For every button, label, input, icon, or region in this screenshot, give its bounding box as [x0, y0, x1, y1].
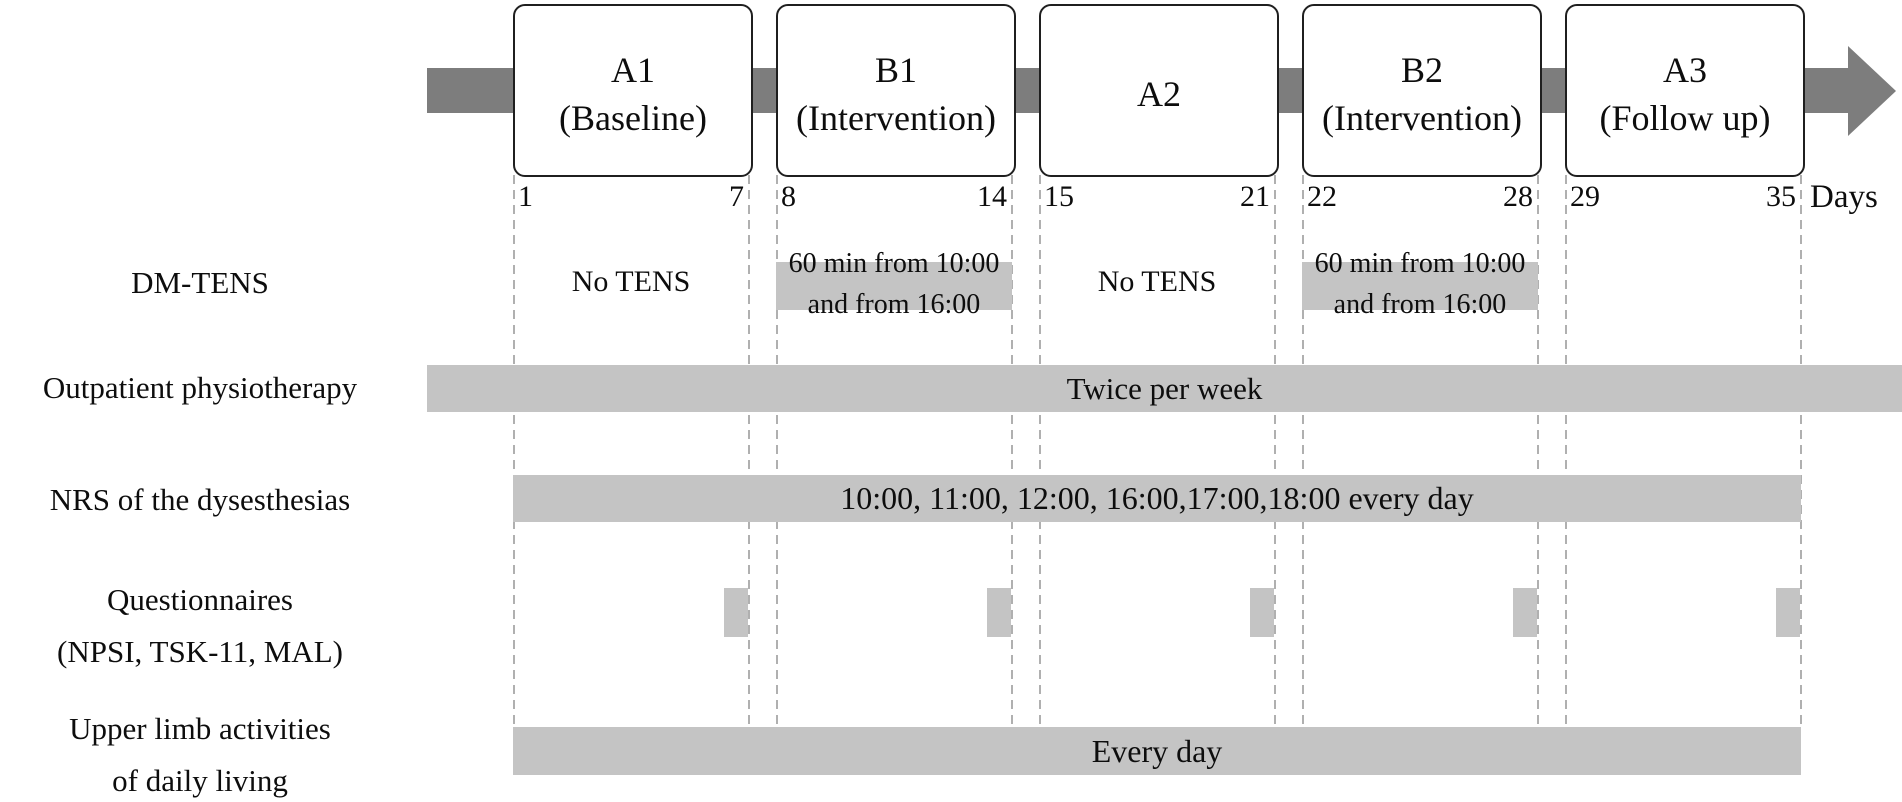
day-start-a3: 29: [1570, 180, 1600, 213]
dm-tens-cell-a1: No TENS: [571, 265, 691, 298]
day-boundary-line: [1537, 175, 1539, 727]
day-boundary-line: [1011, 175, 1013, 727]
dm-tens-band-b1: [776, 262, 1012, 310]
phase-box-b1-text: B1 (Intervention): [796, 46, 996, 142]
row-label-nrs: NRS of the dysesthesias: [49, 482, 351, 517]
dm-tens-band-b2-text: 60 min from 10:00 and from 16:00: [1290, 243, 1550, 325]
phase-box-a2-text: A2: [1137, 70, 1181, 118]
day-boundary-line: [776, 175, 778, 727]
day-start-b2: 22: [1307, 180, 1337, 213]
tens-text-line2: and from 16:00: [807, 289, 981, 320]
phase-label: A1: [611, 49, 655, 90]
upper-limb-label-line2: of daily living: [112, 763, 288, 798]
phase-sublabel: (Intervention): [1322, 97, 1522, 138]
dm-tens-cell-a2: No TENS: [1097, 265, 1217, 298]
phase-sublabel: (Follow up): [1599, 97, 1771, 138]
day-boundary-line: [748, 175, 750, 727]
row-label-dm-tens: DM-TENS: [131, 265, 269, 300]
phase-box-b2: B2 (Intervention): [1302, 4, 1542, 177]
row-label-physiotherapy: Outpatient physiotherapy: [42, 370, 358, 405]
day-boundary-line: [1800, 175, 1802, 727]
tens-text-line1: 60 min from 10:00: [1314, 248, 1526, 279]
phase-box-b1: B1 (Intervention): [776, 4, 1016, 177]
day-end-a1: 7: [729, 180, 744, 213]
day-boundary-line: [513, 175, 515, 727]
row-label-upper-limb: Upper limb activities of daily living: [0, 703, 400, 802]
questionnaires-label-line2: (NPSI, TSK-11, MAL): [57, 634, 343, 669]
upper-limb-label-line1: Upper limb activities: [69, 711, 331, 746]
questionnaire-marker-day21: [1250, 588, 1274, 637]
dm-tens-band-b2: [1302, 262, 1538, 310]
day-boundary-line: [1039, 175, 1041, 727]
dm-tens-band-b1-text: 60 min from 10:00 and from 16:00: [764, 243, 1024, 325]
timeline-arrow-head-icon: [1848, 46, 1896, 136]
phase-box-a2: A2: [1039, 4, 1279, 177]
tens-text-line2: and from 16:00: [1333, 289, 1507, 320]
physiotherapy-bar: Twice per week: [427, 365, 1902, 412]
questionnaire-marker-day14: [987, 588, 1011, 637]
phase-box-b2-text: B2 (Intervention): [1322, 46, 1522, 142]
day-start-b1: 8: [781, 180, 796, 213]
questionnaires-label-line1: Questionnaires: [107, 582, 293, 617]
row-label-questionnaires: Questionnaires (NPSI, TSK-11, MAL): [0, 574, 400, 678]
phase-box-a3: A3 (Follow up): [1565, 4, 1805, 177]
day-boundary-line: [1565, 175, 1567, 727]
day-boundary-line: [1302, 175, 1304, 727]
questionnaire-marker-day7: [724, 588, 748, 637]
phase-box-a3-text: A3 (Follow up): [1600, 46, 1771, 142]
phase-label: B1: [874, 49, 917, 90]
upper-limb-bar: Every day: [513, 727, 1801, 775]
phase-label: B2: [1400, 49, 1443, 90]
phase-box-a1-text: A1 (Baseline): [559, 46, 707, 142]
phase-sublabel: (Baseline): [559, 97, 707, 138]
day-boundary-line: [1274, 175, 1276, 727]
phase-sublabel: (Intervention): [796, 97, 996, 138]
tens-text-line1: 60 min from 10:00: [788, 248, 1000, 279]
questionnaire-marker-day28: [1513, 588, 1537, 637]
days-axis-label: Days: [1810, 179, 1878, 215]
phase-label: A2: [1137, 73, 1181, 114]
day-end-a2: 21: [1240, 180, 1270, 213]
phase-label: A3: [1663, 49, 1707, 90]
day-end-a3: 35: [1766, 180, 1796, 213]
questionnaire-marker-day35: [1776, 588, 1800, 637]
nrs-bar: 10:00, 11:00, 12:00, 16:00,17:00,18:00 e…: [513, 475, 1801, 522]
day-end-b1: 14: [977, 180, 1007, 213]
day-start-a1: 1: [518, 180, 533, 213]
phase-box-a1: A1 (Baseline): [513, 4, 753, 177]
day-start-a2: 15: [1044, 180, 1074, 213]
day-end-b2: 28: [1503, 180, 1533, 213]
